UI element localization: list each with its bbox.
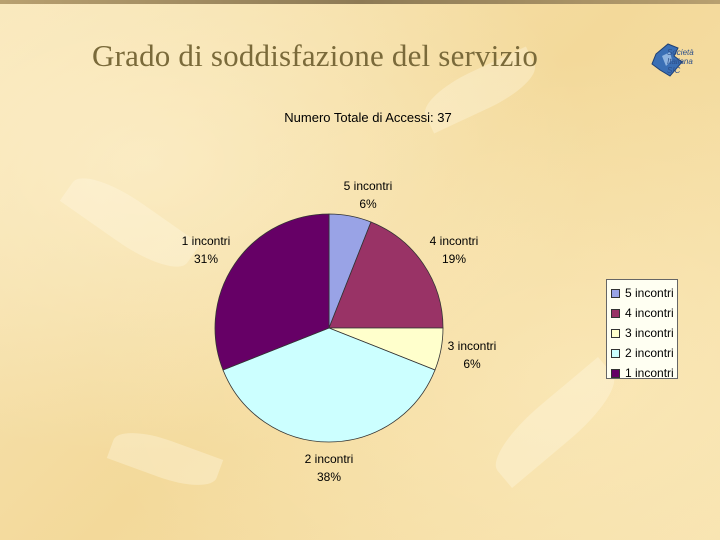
slice-percent-label: 31% <box>194 252 218 266</box>
chart-title: Numero Totale di Accessi: 37 <box>284 110 451 125</box>
top-bar <box>0 0 720 4</box>
legend-item: 3 incontri <box>611 323 677 343</box>
pie-slice-1-incontri <box>214 213 330 371</box>
slice-percent-label: 6% <box>359 197 377 211</box>
legend-swatch <box>611 328 620 338</box>
legend-label: 5 incontri <box>625 286 674 300</box>
legend-label: 3 incontri <box>625 326 674 340</box>
legend-swatch <box>611 348 620 358</box>
legend-swatch <box>611 288 620 298</box>
slice-label: 1 incontri <box>182 234 231 248</box>
chart-legend: 5 incontri 4 incontri 3 incontri 2 incontri… <box>606 279 678 380</box>
legend-item: 4 incontri <box>611 303 677 323</box>
slice-percent-label: 6% <box>463 357 481 371</box>
logo-text: Società Italiana SIC <box>667 48 694 75</box>
pie-slices <box>214 213 444 443</box>
slice-label: 2 incontri <box>305 452 354 466</box>
organization-logo-icon <box>651 43 683 77</box>
slice-label: 3 incontri <box>448 339 497 353</box>
legend-swatch <box>611 368 620 378</box>
slice-percent-label: 38% <box>317 470 341 484</box>
pie-labels: 5 incontri 6% 4 incontri 19% 3 incontri 6% 2 i… <box>182 179 497 484</box>
legend-swatch <box>611 308 620 318</box>
pie-slice-2-incontri <box>222 327 436 443</box>
legend-label: 4 incontri <box>625 306 674 320</box>
legend-label: 1 incontri <box>625 366 674 380</box>
slice-label: 5 incontri <box>344 179 393 193</box>
legend-item: 5 incontri <box>611 283 677 303</box>
legend-item: 2 incontri <box>611 343 677 363</box>
legend-label: 2 incontri <box>625 346 674 360</box>
slice-label: 4 incontri <box>430 234 479 248</box>
slide-title: Grado di soddisfazione del servizio <box>92 38 539 73</box>
pie-slice-4-incontri <box>328 221 444 329</box>
legend-item: 1 incontri <box>611 363 677 383</box>
slice-percent-label: 19% <box>442 252 466 266</box>
